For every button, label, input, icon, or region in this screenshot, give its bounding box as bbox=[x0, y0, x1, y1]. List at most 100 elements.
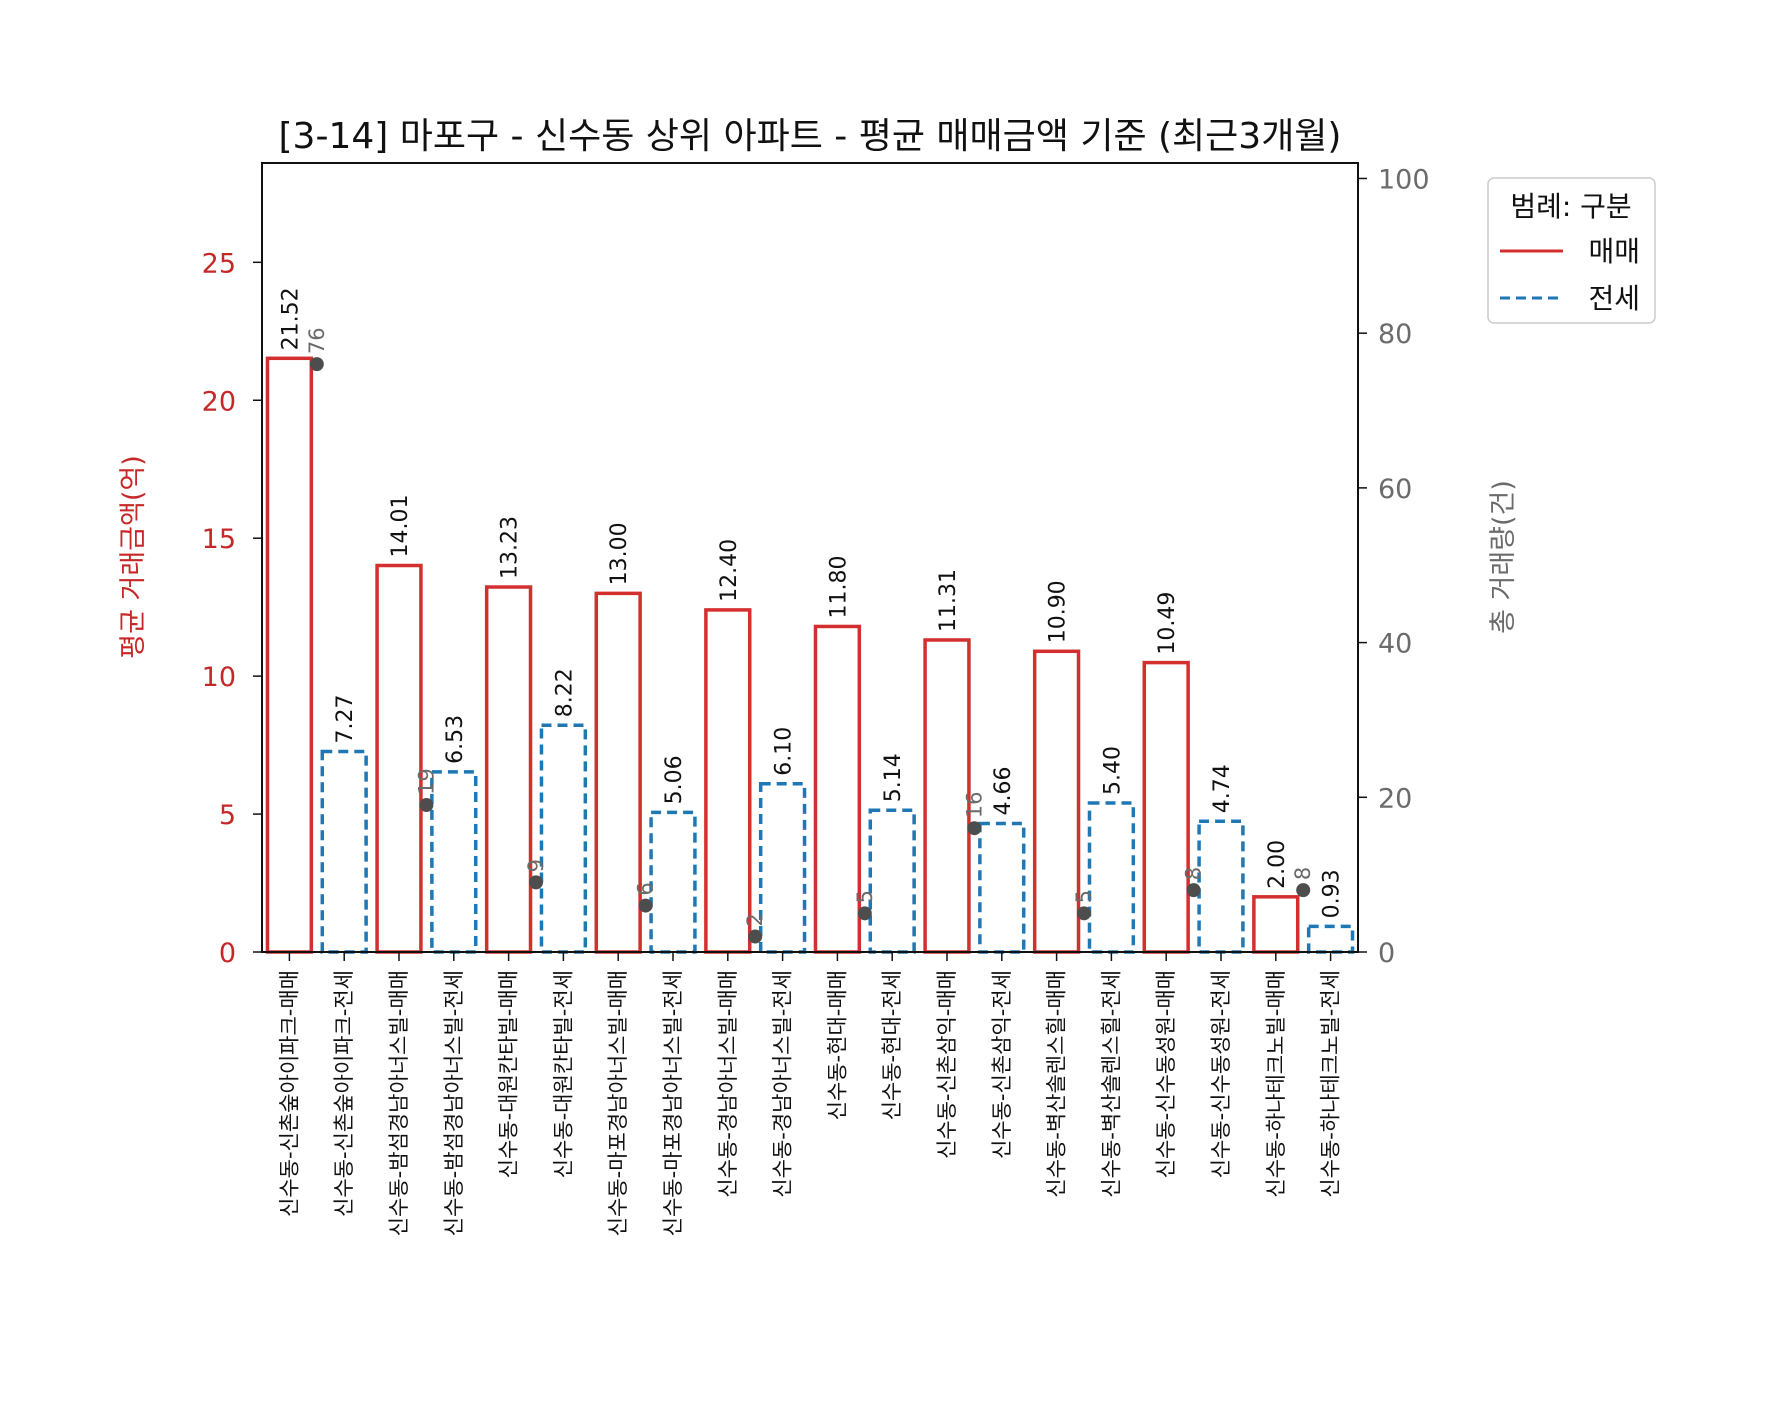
data-label: 14.01 bbox=[388, 495, 413, 558]
count-marker bbox=[967, 821, 982, 836]
count-marker bbox=[309, 357, 324, 372]
data-label: 10.90 bbox=[1046, 580, 1071, 643]
plot-frame bbox=[261, 162, 1359, 953]
x-tick-label: 신수동-벽산솔렌스힐-전세 bbox=[1099, 970, 1123, 1198]
y-axis-label: 평균 거래금액(억) bbox=[118, 455, 149, 659]
x-tick-label: 신수동-신촌숲아이파크-매매 bbox=[277, 970, 301, 1217]
bars-layer bbox=[265, 356, 1355, 954]
count-label: 2 bbox=[743, 913, 767, 926]
data-label: 7.27 bbox=[333, 694, 358, 743]
x-tick-label: 신수동-하나테크노빌-전세 bbox=[1319, 970, 1343, 1198]
bar-sale bbox=[594, 591, 642, 954]
y2-tick-label: 100 bbox=[1378, 164, 1430, 195]
chart-title: [3-14] 마포구 - 신수동 상위 아파트 - 평균 매매금액 기준 (최근… bbox=[279, 116, 1342, 157]
y-tick-label: 25 bbox=[202, 248, 236, 279]
bar-sale bbox=[704, 608, 752, 954]
data-label: 2.00 bbox=[1265, 840, 1290, 889]
bar-jeonse bbox=[649, 810, 697, 954]
data-label: 11.80 bbox=[826, 555, 851, 618]
x-tick-label: 신수동-밤섬경남아너스빌-전세 bbox=[442, 970, 466, 1236]
bar-jeonse bbox=[1306, 924, 1355, 954]
count-markers-layer: 76 19 9 6 2 5 16 5 8 8 bbox=[305, 327, 1315, 944]
bar-sale bbox=[265, 356, 314, 954]
count-label: 19 bbox=[414, 768, 438, 795]
y2-tick-label: 40 bbox=[1378, 629, 1412, 660]
bar-sale bbox=[1142, 660, 1190, 954]
count-label: 6 bbox=[634, 882, 658, 895]
y2-tick-label: 0 bbox=[1378, 938, 1395, 969]
data-label: 6.53 bbox=[443, 715, 468, 764]
count-label: 8 bbox=[1291, 867, 1315, 880]
data-label: 13.00 bbox=[607, 522, 632, 585]
count-marker bbox=[1296, 883, 1311, 898]
data-label: 4.66 bbox=[991, 766, 1016, 815]
bar-jeonse bbox=[978, 821, 1026, 954]
data-label: 13.23 bbox=[498, 516, 523, 579]
y2-tick-label: 20 bbox=[1378, 783, 1412, 814]
bar-sale bbox=[484, 585, 533, 954]
count-marker bbox=[638, 898, 653, 913]
bar-jeonse bbox=[430, 770, 478, 954]
y-tick-label: 5 bbox=[219, 800, 236, 831]
legend-label-sale: 매매 bbox=[1588, 235, 1640, 268]
value-labels-layer: 21.52 7.27 14.01 6.53 13.23 8.22 13.00 5.06 12.4… bbox=[278, 287, 1344, 918]
count-label: 8 bbox=[1182, 867, 1206, 880]
left-axis: 0 5 10 15 20 25 bbox=[202, 248, 262, 969]
y-tick-label: 10 bbox=[202, 662, 236, 693]
count-label: 9 bbox=[524, 859, 548, 872]
data-label: 8.22 bbox=[552, 668, 577, 717]
count-label: 16 bbox=[962, 792, 986, 819]
data-label: 6.10 bbox=[772, 727, 797, 776]
x-tick-label: 신수동-신촌삼익-매매 bbox=[935, 970, 959, 1159]
count-label: 5 bbox=[853, 890, 877, 903]
data-label: 21.52 bbox=[278, 287, 303, 350]
x-tick-label: 신수동-벽산솔렌스힐-매매 bbox=[1045, 970, 1069, 1198]
y-tick-label: 0 bbox=[219, 938, 236, 969]
count-marker bbox=[419, 798, 434, 813]
bar-jeonse bbox=[1197, 819, 1245, 954]
x-tick-label: 신수동-경남아너스빌-매매 bbox=[716, 970, 740, 1198]
bar-sale bbox=[1252, 895, 1300, 954]
x-tick-label: 신수동-신촌삼익-전세 bbox=[990, 970, 1014, 1159]
x-tick-label: 신수동-대원칸타빌-전세 bbox=[551, 970, 575, 1178]
y2-tick-label: 60 bbox=[1378, 474, 1412, 505]
count-label: 76 bbox=[305, 327, 329, 354]
data-label: 5.06 bbox=[662, 755, 687, 804]
x-tick-label: 신수동-밤섬경남아너스빌-매매 bbox=[387, 970, 411, 1236]
legend-label-jeonse: 전세 bbox=[1588, 282, 1640, 315]
count-marker bbox=[1186, 883, 1201, 898]
bar-sale bbox=[1032, 649, 1081, 954]
count-marker bbox=[1077, 906, 1091, 921]
legend: 범례: 구분 매매 전세 bbox=[1487, 177, 1656, 324]
x-axis: 신수동-신촌숲아이파크-매매 신수동-신촌숲아이파크-전세 신수동-밤섬경남아너스빌… bbox=[277, 952, 1343, 1236]
data-label: 0.93 bbox=[1320, 869, 1345, 918]
data-label: 5.14 bbox=[881, 753, 906, 802]
count-marker bbox=[857, 906, 872, 921]
legend-title: 범례: 구분 bbox=[1510, 190, 1631, 223]
x-tick-label: 신수동-현대-매매 bbox=[825, 970, 849, 1120]
right-axis: 0 20 40 60 80 100 bbox=[1358, 164, 1430, 969]
data-label: 4.74 bbox=[1210, 764, 1235, 813]
x-tick-label: 신수동-현대-전세 bbox=[880, 970, 904, 1120]
bar-jeonse bbox=[320, 749, 368, 954]
bar-sale bbox=[375, 563, 423, 954]
legend-box bbox=[1487, 177, 1656, 324]
x-tick-label: 신수동-대원칸타빌-매매 bbox=[497, 970, 521, 1178]
x-tick-label: 신수동-하나테크노빌-매매 bbox=[1264, 970, 1288, 1198]
x-tick-label: 신수동-경남아너스빌-전세 bbox=[771, 970, 795, 1198]
bar-jeonse bbox=[758, 781, 807, 954]
y-tick-label: 20 bbox=[202, 386, 236, 417]
x-tick-label: 신수동-신수동성원-매매 bbox=[1154, 970, 1178, 1178]
bar-jeonse bbox=[539, 723, 588, 954]
data-label: 5.40 bbox=[1100, 746, 1125, 795]
bar-jeonse bbox=[868, 808, 916, 954]
y-tick-label: 15 bbox=[202, 524, 236, 555]
x-tick-label: 신수동-신촌숲아이파크-전세 bbox=[332, 970, 356, 1217]
x-tick-label: 신수동-마포경남아너스빌-매매 bbox=[606, 970, 630, 1236]
data-label: 12.40 bbox=[717, 539, 742, 602]
y2-axis-label: 총 거래량(건) bbox=[1488, 480, 1519, 634]
x-tick-label: 신수동-신수동성원-전세 bbox=[1209, 970, 1233, 1178]
bar-jeonse bbox=[1087, 801, 1136, 954]
count-label: 5 bbox=[1072, 890, 1096, 903]
y2-tick-label: 80 bbox=[1378, 319, 1412, 350]
